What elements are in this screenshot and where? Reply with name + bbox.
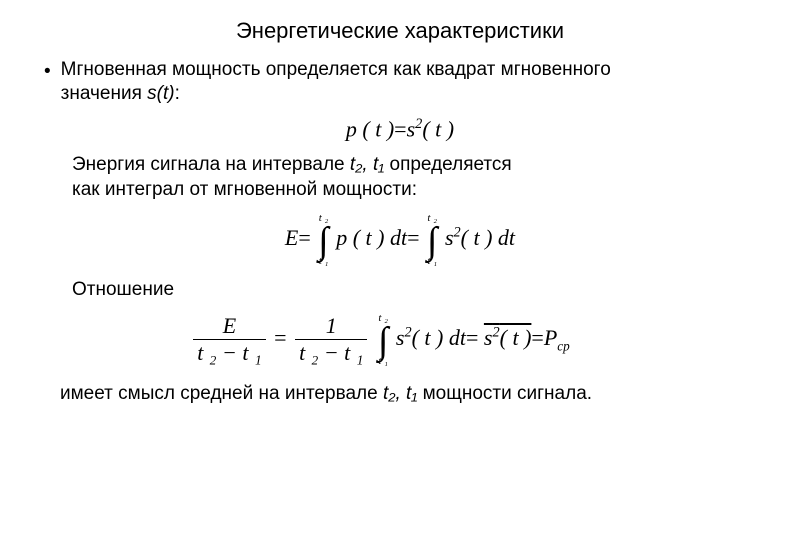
bullet-marker: • bbox=[44, 60, 51, 84]
para-energy: Энергия сигнала на интервале t₂, t₁ опре… bbox=[72, 152, 756, 203]
slide-title: Энергетические характеристики bbox=[44, 18, 756, 44]
para-ratio: Отношение bbox=[72, 277, 756, 303]
formula-avg-power: E t ₂ − t ₁ = 1 t ₂ − t ₁ t ₂ ∫ t ₁ s2( … bbox=[4, 313, 756, 367]
bullet-item: • Мгновенная мощность определяется как к… bbox=[44, 58, 756, 106]
formula-energy: E= t ₂ ∫ t ₁ p ( t ) dt= t ₂ ∫ t ₁ s2( t… bbox=[44, 213, 756, 267]
bullet-text: Мгновенная мощность определяется как ква… bbox=[61, 58, 611, 106]
para-conclusion: имеет смысл средней на интервале t₂, t₁ … bbox=[60, 381, 756, 407]
formula-power: p ( t )=s2( t ) bbox=[44, 116, 756, 142]
